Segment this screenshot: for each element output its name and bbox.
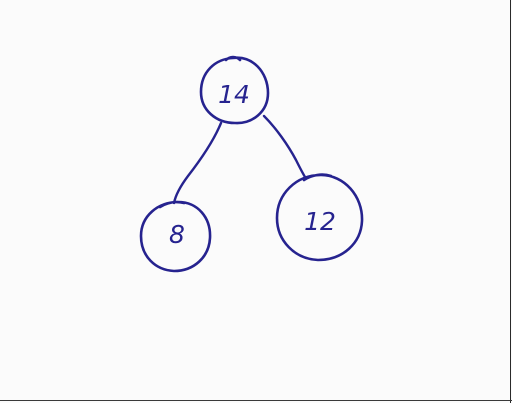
node-label-right: 12 — [304, 207, 336, 236]
tree-node-left: 8 — [139, 200, 212, 273]
node-circle-root — [199, 55, 270, 125]
edge-root-to-right — [262, 114, 307, 179]
tree-node-root: 14 — [199, 55, 270, 125]
node-label-root: 14 — [218, 80, 250, 109]
node-label-left: 8 — [169, 220, 185, 249]
node-circle-right — [275, 173, 364, 262]
edge-root-to-left — [172, 121, 223, 205]
node-circle-left — [139, 200, 212, 273]
scan-edge-bottom — [0, 400, 512, 401]
tree-node-right: 12 — [275, 173, 364, 262]
scan-edge-right — [510, 0, 511, 403]
